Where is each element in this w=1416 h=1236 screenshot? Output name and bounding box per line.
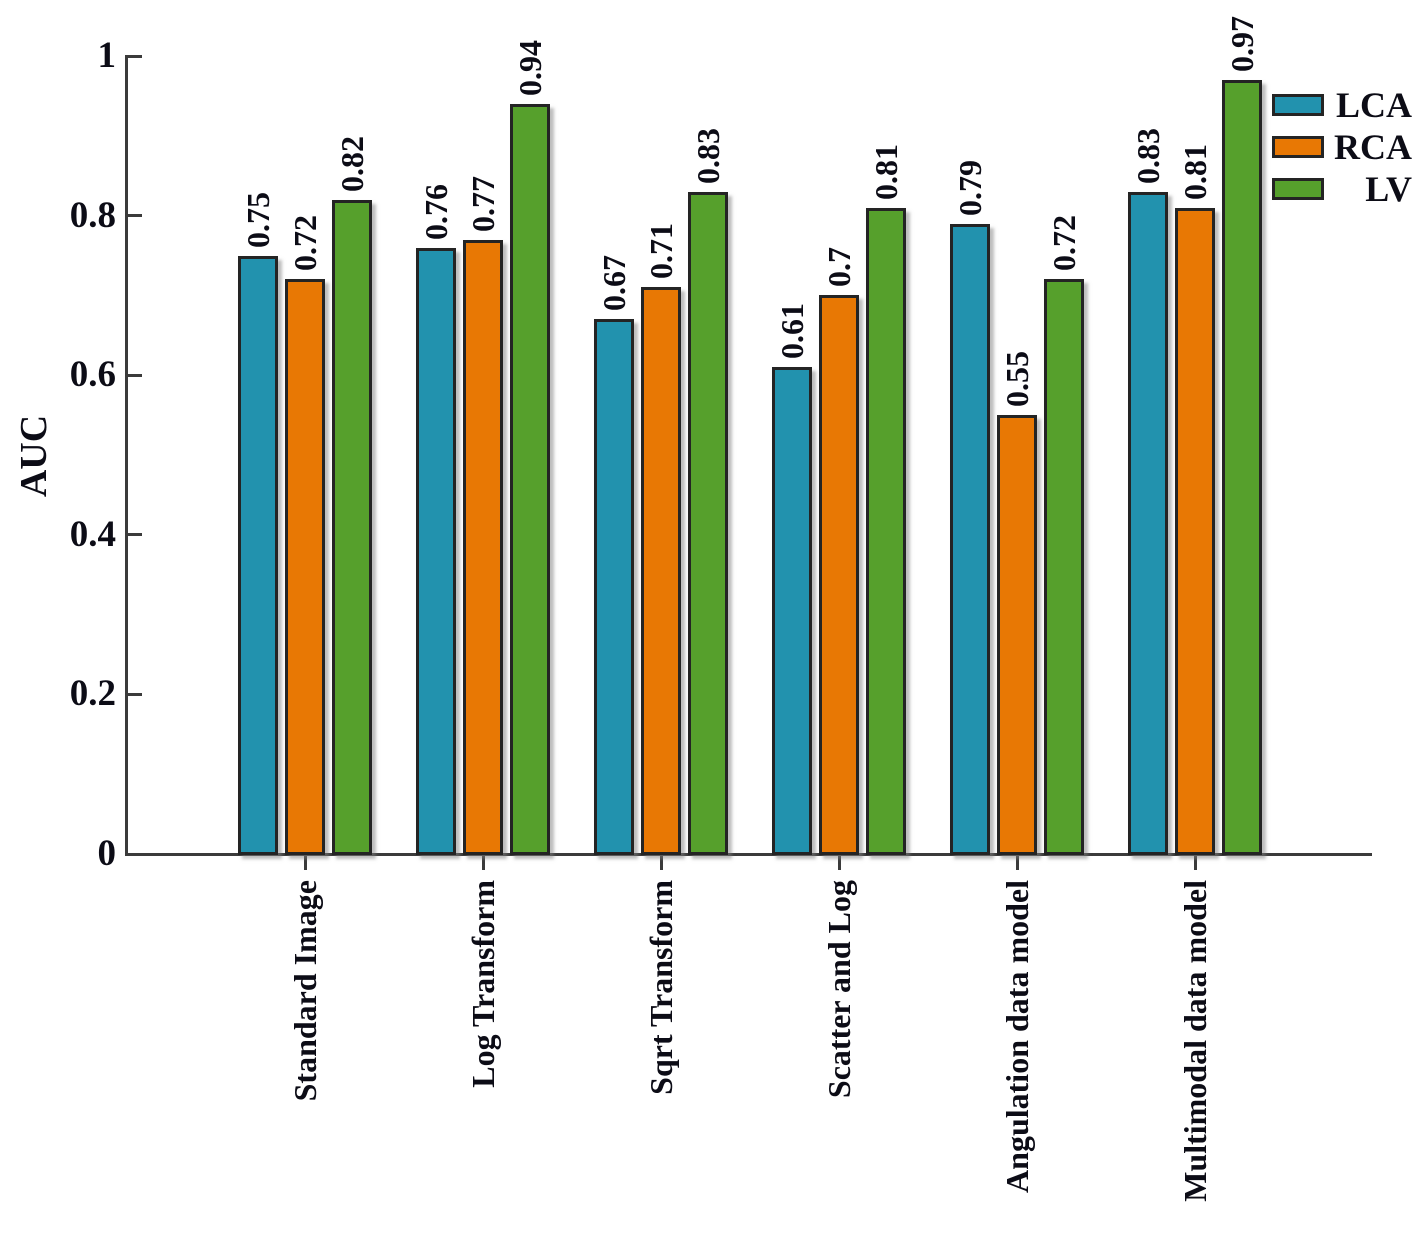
bar-lca-2 (416, 247, 456, 855)
bar-rca-1 (285, 279, 325, 855)
y-tick-label: 0.8 (69, 194, 116, 236)
legend-swatch-lv (1272, 178, 1324, 200)
y-tick-label: 1 (97, 35, 117, 76)
legend-item-lca: LCA (1272, 84, 1412, 126)
bar-value-label: 0.79 (952, 159, 988, 216)
legend-swatch-rca (1272, 136, 1324, 158)
y-tick (128, 214, 142, 218)
y-tick-label: 0.2 (69, 673, 116, 715)
x-category-label: Standard Image (287, 880, 323, 1102)
legend-label: RCA (1334, 127, 1412, 167)
bar-lv-6 (1222, 79, 1262, 855)
bar-rca-4 (819, 295, 859, 855)
y-axis-title: AUC (13, 414, 55, 498)
bar-value-label: 0.77 (465, 175, 501, 232)
y-tick (128, 852, 142, 856)
bar-value-label: 0.83 (1130, 127, 1166, 184)
legend-item-rca: RCA (1272, 126, 1412, 168)
y-tick (128, 692, 142, 696)
bar-value-label: 0.81 (1177, 143, 1213, 200)
bar-value-label: 0.72 (287, 215, 323, 272)
bar-lca-1 (238, 255, 278, 855)
bar-value-label: 0.76 (418, 183, 454, 240)
bar-value-label: 0.81 (868, 143, 904, 200)
bar-value-label: 0.71 (643, 223, 679, 280)
bar-lv-5 (1044, 279, 1084, 855)
y-tick (128, 54, 142, 58)
x-category-label: Angulation data model (999, 880, 1035, 1193)
x-axis-spine (125, 852, 1372, 856)
legend-item-lv: LV (1272, 168, 1412, 210)
bar-lca-4 (772, 367, 812, 855)
x-category-label: Log Transform (465, 880, 501, 1088)
bar-rca-6 (1175, 207, 1215, 855)
x-tick (1193, 855, 1197, 870)
x-tick (659, 855, 663, 870)
legend: LCA RCA LV (1272, 84, 1412, 210)
bar-rca-3 (641, 287, 681, 855)
bar-value-label: 0.75 (240, 191, 276, 248)
bar-lv-4 (866, 207, 906, 855)
y-axis-spine (125, 55, 128, 855)
bar-lca-3 (594, 319, 634, 855)
x-tick (303, 855, 307, 870)
y-tick (128, 533, 142, 537)
bar-lca-6 (1128, 191, 1168, 855)
bar-lv-2 (510, 103, 550, 855)
x-tick (1015, 855, 1019, 870)
bar-value-label: 0.97 (1224, 15, 1260, 72)
bar-value-label: 0.72 (1046, 215, 1082, 272)
y-tick (128, 373, 142, 377)
legend-label: LV (1365, 169, 1412, 209)
x-category-label: Multimodal data model (1177, 880, 1213, 1202)
legend-swatch-lca (1272, 94, 1324, 116)
y-tick-label: 0.6 (69, 354, 116, 396)
legend-label: LCA (1335, 85, 1412, 125)
bar-value-label: 0.83 (690, 127, 726, 184)
x-tick (837, 855, 841, 870)
bar-value-label: 0.55 (999, 351, 1035, 408)
bar-rca-5 (997, 415, 1037, 855)
y-tick-label: 0.4 (69, 513, 116, 555)
bar-value-label: 0.94 (512, 39, 548, 96)
bar-rca-2 (463, 239, 503, 855)
bar-value-label: 0.7 (821, 247, 857, 288)
bar-value-label: 0.61 (774, 303, 810, 360)
bar-lv-3 (688, 191, 728, 855)
bar-lv-1 (332, 199, 372, 855)
x-category-label: Sqrt Transform (643, 880, 679, 1095)
x-category-label: Scatter and Log (821, 880, 857, 1099)
y-tick-label: 0 (97, 833, 117, 874)
bar-lca-5 (950, 223, 990, 855)
bar-value-label: 0.67 (596, 255, 632, 312)
x-tick (481, 855, 485, 870)
bar-value-label: 0.82 (334, 135, 370, 192)
